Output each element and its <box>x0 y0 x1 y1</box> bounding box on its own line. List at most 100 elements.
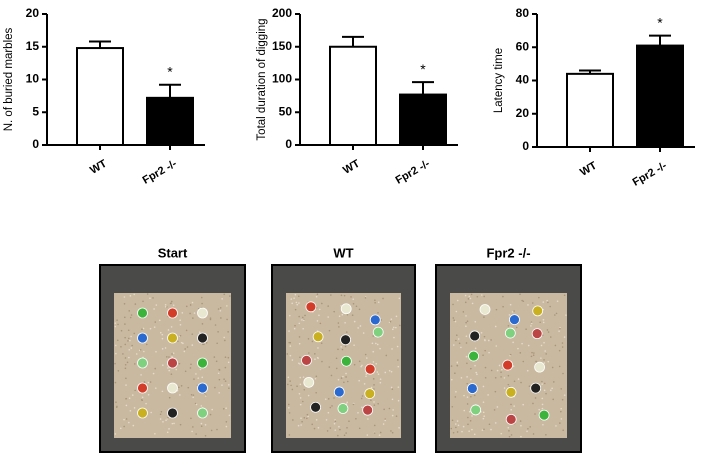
grain <box>382 423 385 425</box>
grain <box>224 366 227 369</box>
grain <box>221 384 223 386</box>
grain <box>173 422 175 425</box>
grain <box>563 394 566 396</box>
grain <box>122 353 124 355</box>
grain <box>343 434 346 437</box>
grain <box>500 432 503 435</box>
grain <box>329 427 332 429</box>
grain <box>515 326 518 329</box>
grain <box>120 345 122 348</box>
grain <box>384 419 387 422</box>
grain <box>452 431 455 434</box>
grain <box>204 434 207 437</box>
grain <box>128 349 131 351</box>
marble <box>532 305 544 317</box>
grain <box>487 339 490 342</box>
grain <box>358 427 361 430</box>
grain <box>127 340 129 342</box>
grain <box>134 389 136 392</box>
grain <box>115 406 118 409</box>
grain <box>345 432 347 434</box>
grain <box>114 433 117 435</box>
grain <box>175 368 178 371</box>
grain <box>375 362 378 365</box>
grain <box>543 382 546 385</box>
grain <box>317 426 320 429</box>
grain <box>209 317 212 319</box>
grain <box>125 397 128 400</box>
grain <box>550 389 552 392</box>
grain <box>127 329 130 332</box>
grain <box>390 430 392 432</box>
bar <box>566 72 614 148</box>
grain <box>541 407 544 410</box>
grain <box>123 296 126 298</box>
grain <box>561 398 564 401</box>
grain <box>162 421 164 423</box>
grain <box>327 411 330 414</box>
grain <box>334 429 337 431</box>
grain <box>195 433 197 435</box>
grain <box>139 348 142 351</box>
grain <box>129 295 132 297</box>
grain <box>335 367 338 370</box>
grain <box>450 427 453 430</box>
grain <box>348 420 350 423</box>
grain <box>319 322 322 325</box>
grain <box>299 383 302 386</box>
grain <box>124 357 127 359</box>
grain <box>373 384 375 386</box>
grain <box>200 405 203 407</box>
grain <box>391 431 394 434</box>
grain <box>318 308 321 311</box>
grain <box>393 336 395 339</box>
grain <box>298 336 301 338</box>
grain <box>296 303 299 306</box>
grain <box>301 420 303 423</box>
marble <box>502 359 514 371</box>
x-tick-label: WT <box>88 158 109 177</box>
grain <box>221 298 223 300</box>
grain <box>507 324 510 327</box>
grain <box>482 417 485 420</box>
grain <box>496 406 499 408</box>
grain <box>179 334 182 337</box>
grain <box>487 394 489 396</box>
grain <box>343 381 345 384</box>
grain <box>373 424 376 427</box>
grain <box>298 302 300 304</box>
grain <box>466 403 469 405</box>
grain <box>345 372 347 375</box>
grain <box>298 315 300 318</box>
grain <box>159 331 162 334</box>
grain <box>321 360 323 363</box>
grain <box>379 347 381 350</box>
annotation: * <box>657 14 663 30</box>
grain <box>391 388 394 390</box>
marble <box>137 357 148 369</box>
grain <box>508 314 511 316</box>
grain <box>392 328 394 331</box>
grain <box>513 310 515 312</box>
grain <box>340 294 343 297</box>
grain <box>193 312 196 314</box>
grain <box>140 399 143 401</box>
grain <box>288 434 291 436</box>
grain <box>327 305 329 307</box>
grain <box>482 354 484 357</box>
marble <box>303 376 315 388</box>
grain <box>396 345 399 348</box>
grain <box>200 296 203 299</box>
grain <box>508 430 510 432</box>
grain <box>128 421 130 424</box>
grain <box>464 301 467 304</box>
grain <box>329 406 332 409</box>
grain <box>361 364 363 367</box>
grain <box>471 302 474 305</box>
grain <box>391 414 394 417</box>
grain <box>474 364 476 367</box>
grain <box>333 310 335 313</box>
grain <box>166 431 169 434</box>
grain <box>521 342 523 345</box>
grain <box>321 302 323 305</box>
